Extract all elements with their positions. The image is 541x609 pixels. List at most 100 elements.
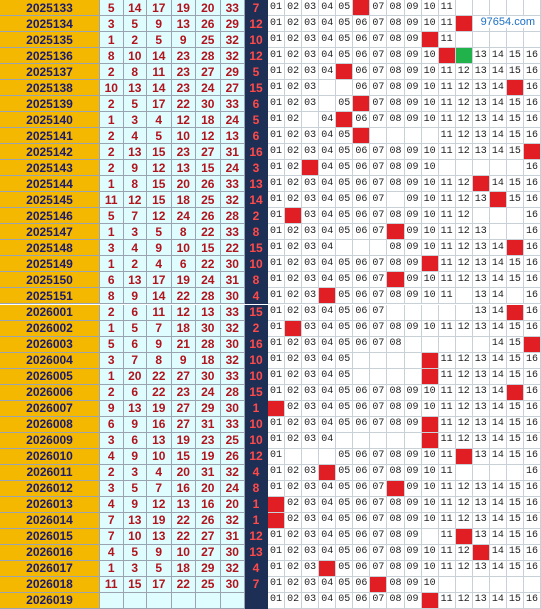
red-ball-cell: 2 — [123, 32, 147, 49]
trend-cell: 15 — [506, 512, 524, 529]
red-ball-cell: 2 — [100, 464, 124, 481]
trend-cell: 02 — [285, 224, 303, 241]
trend-cell — [370, 352, 388, 369]
trend-cell — [455, 32, 473, 49]
trend-cell: 01 — [268, 80, 286, 97]
trend-cell: 07 — [370, 336, 388, 353]
trend-cell: 04 — [319, 176, 337, 193]
trend-cell: 11 — [438, 288, 456, 305]
trend-cell: 12 — [455, 512, 473, 529]
trend-cell — [523, 0, 541, 17]
trend-cell — [302, 112, 320, 129]
red-ball-cell: 4 — [100, 496, 124, 513]
trend-cell: 05 — [336, 320, 354, 337]
trend-cell: 13 — [472, 96, 490, 113]
trend-cell — [489, 208, 507, 225]
trend-cell: 09 — [404, 64, 422, 81]
blue-hit-cell: 10 — [421, 432, 439, 449]
trend-cell — [387, 304, 405, 321]
period-cell: 2025142 — [0, 144, 100, 161]
period-cell: 2026012 — [0, 480, 100, 497]
trend-cell: 03 — [302, 128, 320, 145]
trend-cell: 13 — [472, 256, 490, 273]
red-ball-cell: 20 — [123, 368, 147, 385]
blue-hit-cell: 16 — [523, 336, 541, 353]
trend-cell — [489, 224, 507, 241]
red-ball-cell: 1 — [100, 32, 124, 49]
red-ball-cell: 9 — [100, 400, 124, 417]
trend-cell: 14 — [489, 512, 507, 529]
trend-cell: 07 — [370, 512, 388, 529]
red-ball-cell: 3 — [100, 240, 124, 257]
trend-cell: 03 — [302, 240, 320, 257]
trend-cell: 04 — [319, 192, 337, 209]
trend-cell: 06 — [353, 576, 371, 593]
red-ball-cell: 13 — [171, 16, 196, 33]
trend-cell: 06 — [353, 160, 371, 177]
red-ball-cell: 1 — [100, 320, 124, 337]
trend-cell: 10 — [421, 64, 439, 81]
trend-cell: 04 — [319, 320, 337, 337]
trend-cell: 16 — [523, 416, 541, 433]
trend-cell: 13 — [472, 304, 490, 321]
blue-hit-cell — [421, 352, 439, 369]
blue-ball-cell: 16 — [245, 336, 268, 353]
trend-cell: 16 — [523, 432, 541, 449]
trend-cell — [506, 32, 524, 49]
trend-cell: 05 — [336, 176, 354, 193]
trend-cell: 06 — [353, 224, 371, 241]
red-ball-cell: 7 — [147, 480, 172, 497]
blue-hit-cell: 08 — [387, 224, 405, 241]
trend-cell: 04 — [319, 272, 337, 289]
trend-cell: 09 — [404, 320, 422, 337]
period-cell: 2026007 — [0, 400, 100, 417]
red-ball-cell: 4 — [147, 112, 172, 129]
trend-cell: 08 — [387, 32, 405, 49]
trend-cell: 11 — [438, 192, 456, 209]
period-cell: 2025145 — [0, 192, 100, 209]
trend-cell — [489, 464, 507, 481]
trend-cell: 07 — [370, 32, 388, 49]
trend-cell: 11 — [438, 496, 456, 513]
red-ball-cell: 2 — [100, 96, 124, 113]
trend-cell: 06 — [353, 496, 371, 513]
period-cell: 2026006 — [0, 384, 100, 401]
red-ball-cell: 30 — [220, 544, 245, 561]
period-cell: 2025137 — [0, 64, 100, 81]
trend-cell: 16 — [523, 240, 541, 257]
trend-cell: 04 — [319, 0, 337, 17]
trend-cell: 10 — [421, 320, 439, 337]
red-ball-cell: 31 — [196, 464, 221, 481]
trend-cell: 12 — [455, 128, 473, 145]
trend-cell: 02 — [285, 32, 303, 49]
trend-cell: 12 — [455, 64, 473, 81]
trend-cell: 06 — [353, 16, 371, 33]
trend-cell: 01 — [268, 128, 286, 145]
trend-cell: 07 — [370, 560, 388, 577]
red-ball-cell: 24 — [196, 80, 221, 97]
trend-cell: 14 — [489, 304, 507, 321]
red-ball-cell: 30 — [220, 336, 245, 353]
red-ball-cell: 10 — [147, 448, 172, 465]
trend-cell: 09 — [404, 496, 422, 513]
trend-cell: 12 — [455, 496, 473, 513]
red-ball-cell: 18 — [171, 320, 196, 337]
trend-cell: 09 — [404, 240, 422, 257]
trend-cell: 01 — [268, 528, 286, 545]
period-cell: 2025133 — [0, 0, 100, 17]
red-ball-cell: 13 — [123, 512, 147, 529]
trend-cell: 08 — [387, 80, 405, 97]
trend-cell: 16 — [523, 112, 541, 129]
red-ball-cell: 14 — [147, 48, 172, 65]
trend-cell: 05 — [336, 272, 354, 289]
trend-cell: 07 — [370, 528, 388, 545]
trend-cell — [489, 576, 507, 593]
blue-hit-cell: 10 — [421, 32, 439, 49]
trend-cell: 10 — [421, 240, 439, 257]
trend-cell: 02 — [285, 496, 303, 513]
trend-cell: 09 — [404, 384, 422, 401]
red-ball-cell: 24 — [220, 112, 245, 129]
red-ball-cell: 6 — [123, 384, 147, 401]
trend-cell: 14 — [489, 560, 507, 577]
trend-cell: 16 — [523, 208, 541, 225]
